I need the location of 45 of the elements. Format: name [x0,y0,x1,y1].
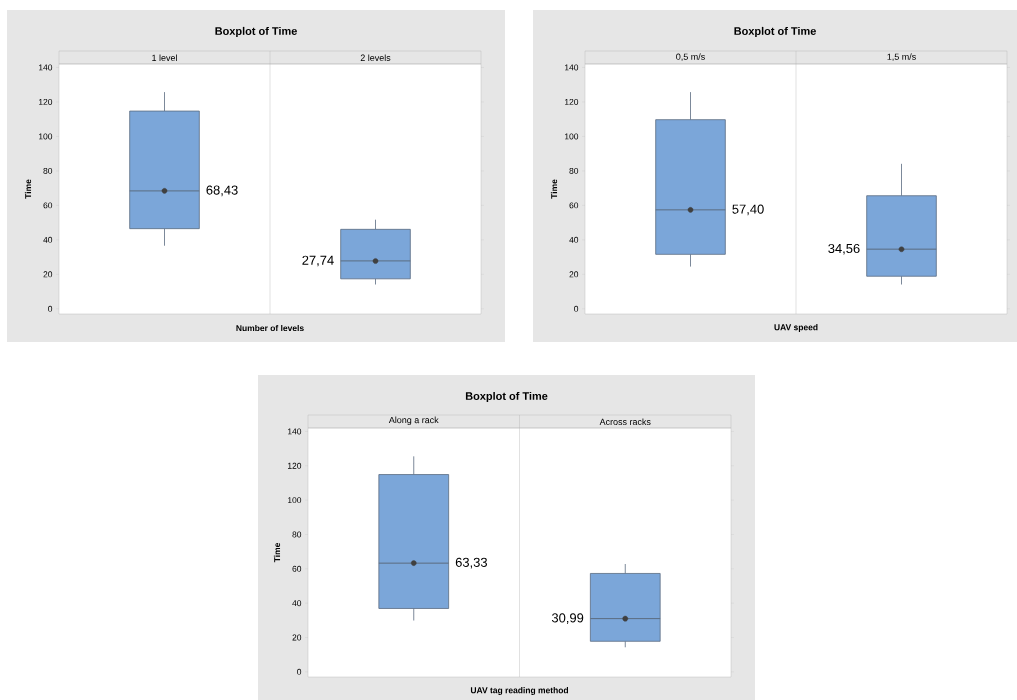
x-tick-label: 0,5 m/s [676,53,705,61]
annotation: 34,56 [828,243,860,255]
annotation: 68,43 [206,185,238,197]
y-axis-title: Time [273,542,281,563]
y-tick-label: 100 [565,133,579,140]
y-tick-label: 120 [565,98,579,105]
y-tick-label: 100 [38,133,53,140]
y-tick-label: 40 [43,236,53,243]
y-tick-label: 0 [48,305,53,312]
x-tick-label: 1 level [152,54,177,61]
annotation: 57,40 [732,204,764,216]
y-axis-title: Time [550,179,558,199]
annotation: 30,99 [551,613,584,624]
y-tick-label: 40 [569,236,579,243]
x-axis-title: Number of levels [236,324,304,332]
x-axis-title: UAV tag reading method [470,687,569,695]
annotation: 27,74 [302,255,334,267]
y-tick-label: 20 [292,634,302,641]
y-tick-label: 80 [569,167,579,174]
y-tick-label: 20 [43,271,53,278]
y-tick-label: 100 [288,497,302,504]
x-tick-label: 2 levels [360,54,391,61]
y-tick-label: 80 [43,167,53,174]
y-tick-label: 20 [569,271,579,278]
chart-title: Boxplot of Time [215,26,297,38]
chart-title: Boxplot of Time [734,26,816,38]
y-tick-label: 140 [565,64,579,71]
x-tick-label: Across racks [599,418,651,425]
chart-title: Boxplot of Time [465,391,548,403]
y-tick-label: 140 [288,428,302,435]
annotation: 63,33 [455,557,488,569]
x-axis-title: UAV speed [774,324,818,332]
x-tick-label: 1,5 m/s [887,53,916,61]
y-tick-label: 120 [38,98,53,105]
y-axis-title: Time [24,179,32,199]
y-tick-label: 60 [292,565,302,572]
y-tick-label: 60 [43,202,53,209]
y-tick-label: 0 [574,305,579,312]
y-tick-label: 120 [288,462,302,469]
y-tick-label: 40 [292,600,302,607]
y-tick-label: 60 [569,202,579,209]
y-tick-label: 80 [292,531,302,538]
y-tick-label: 0 [297,668,302,675]
y-tick-label: 140 [38,64,53,71]
x-tick-label: Along a rack [388,416,439,425]
